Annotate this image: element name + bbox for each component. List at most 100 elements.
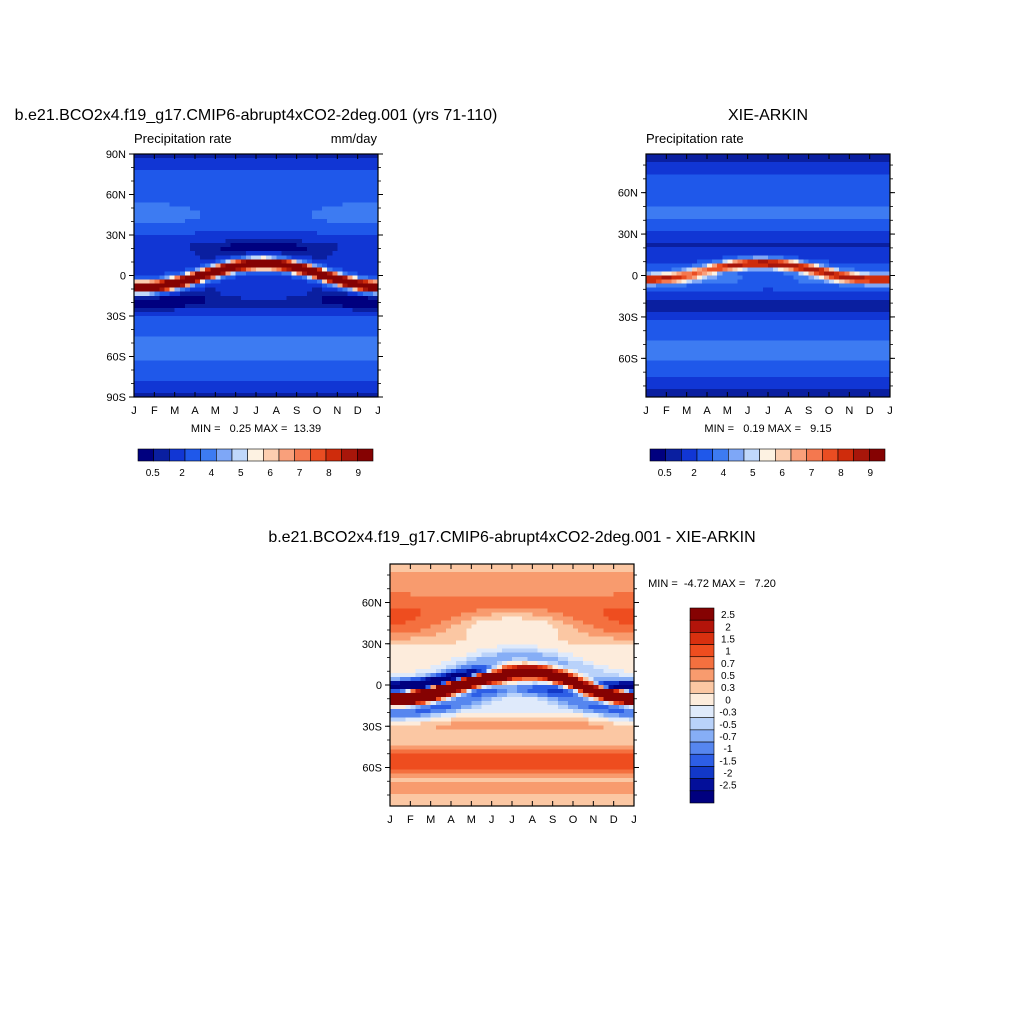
heatmap-cell [200,222,206,228]
heatmap-cell [681,230,688,236]
heatmap-cell [220,226,227,232]
heatmap-cell [195,170,201,175]
heatmap-cell [793,307,800,313]
heatmap-cell [271,206,277,212]
heatmap-cell [184,210,191,216]
heatmap-cell [149,376,155,382]
heatmap-cell [681,279,688,285]
heatmap-cell [839,182,845,187]
heatmap-cell [215,348,222,354]
heatmap-cell [884,247,891,252]
heatmap-cell [854,243,861,248]
heatmap-cell [240,194,247,200]
heatmap-cell [768,182,774,187]
heatmap-cell [372,324,379,329]
heatmap-cell [707,194,713,200]
heatmap-cell [874,311,881,317]
heatmap-cell [266,368,272,374]
heatmap-cell [347,372,354,378]
heatmap-cell [301,198,308,204]
heatmap-cell [256,271,262,277]
heatmap-cell [793,239,800,244]
heatmap-cell [686,202,693,208]
heatmap-cell [651,271,657,277]
heatmap-cell [732,190,739,196]
heatmap-cell [296,352,303,358]
heatmap-cell [808,255,815,260]
heatmap-cell [174,259,181,264]
heatmap-cell [266,392,272,398]
heatmap-cell [372,158,379,163]
heatmap-cell [301,311,308,317]
heatmap-cell [696,222,703,228]
heatmap-cell [656,251,662,256]
heatmap-cell [651,174,657,179]
heatmap-cell [215,384,222,390]
heatmap-cell [306,178,313,183]
heatmap-cell [230,352,237,358]
heatmap-cell [676,170,683,175]
heatmap-cell [656,283,662,289]
heatmap-cell [189,202,196,208]
heatmap-cell [676,198,683,204]
heatmap-cell [266,206,272,212]
heatmap-cell [783,166,789,171]
heatmap-cell [849,235,856,240]
heatmap-cell [322,210,328,216]
heatmap-cell [144,340,150,345]
heatmap-cell [839,279,845,285]
heatmap-cell [220,194,227,200]
heatmap-cell [256,174,262,179]
heatmap-cell [879,295,886,301]
heatmap-cell [144,243,150,248]
heatmap-cell [281,154,288,159]
heatmap-cell [879,182,886,187]
heatmap-cell [256,328,262,333]
heatmap-cell [656,198,662,204]
heatmap-cell [189,239,196,244]
heatmap-cell [311,307,318,313]
heatmap-cell [757,303,764,309]
heatmap-cell [352,275,359,281]
heatmap-cell [332,392,338,398]
heatmap-cell [337,198,344,204]
heatmap-cell [220,376,227,382]
heatmap-cell [220,259,227,264]
heatmap-cell [839,307,845,313]
heatmap-cell [189,340,196,345]
heatmap-cell [701,263,708,268]
heatmap-cell [696,158,703,163]
heatmap-cell [134,307,140,313]
heatmap-cell [327,178,333,183]
heatmap-cell [174,214,181,220]
heatmap-cell [235,178,242,183]
heatmap-cell [696,230,703,236]
heatmap-cell [352,243,359,248]
heatmap-cell [823,178,830,183]
heatmap-cell [367,295,374,301]
heatmap-cell [327,255,333,260]
heatmap-cell [291,166,298,171]
heatmap-cell [352,303,359,309]
heatmap-cell [311,340,318,345]
heatmap-cell [215,247,222,252]
heatmap-cell [676,174,683,179]
heatmap-cell [296,239,303,244]
heatmap-cell [722,299,728,305]
heatmap-cell [154,251,161,256]
heatmap-cell [661,275,667,281]
heatmap-cell [311,275,318,281]
heatmap-cell [306,279,313,285]
heatmap-cell [651,186,657,192]
heatmap-cell [701,218,708,224]
heatmap-cell [286,218,293,224]
heatmap-cell [134,267,140,273]
heatmap-cell [322,364,328,370]
heatmap-cell [671,182,678,187]
heatmap-cell [696,182,703,187]
heatmap-cell [205,368,211,374]
heatmap-cell [696,303,703,309]
heatmap-cell [803,255,810,260]
heatmap-cell [347,376,354,382]
heatmap-cell [844,170,850,175]
